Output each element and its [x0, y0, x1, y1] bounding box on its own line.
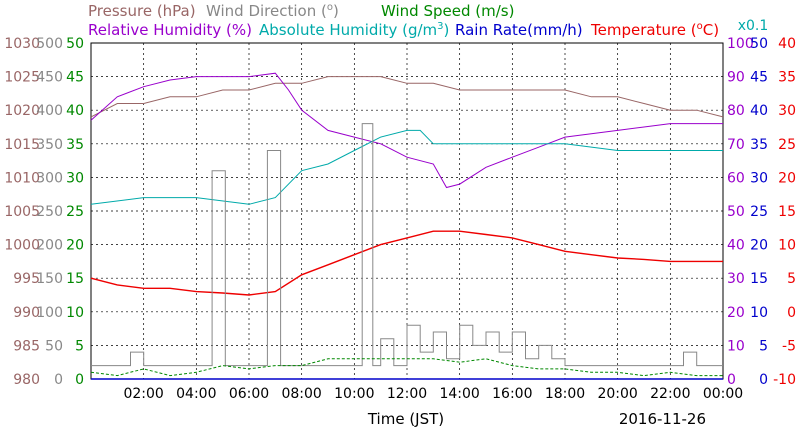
- chart-axes: 02:00 04:00 06:00 08:00 10:00 12:00 14:00 16:00…: [4, 18, 796, 402]
- y-tick-wind_speed: 20: [66, 238, 84, 254]
- y-tick-temperature: 15: [778, 204, 796, 220]
- y-tick-wind_direction: 200: [36, 238, 63, 254]
- y-tick-relative_humidity: 40: [727, 238, 745, 254]
- y-tick-rain_rate: 45: [750, 70, 768, 86]
- x-tick-label: 14:00: [439, 386, 479, 402]
- legend-entry: Absolute Humidity (g/m3): [259, 21, 449, 39]
- y-tick-relative_humidity: 100: [727, 36, 754, 52]
- y-tick-pressure: 995: [13, 271, 40, 287]
- y-tick-relative_humidity: 20: [727, 305, 745, 321]
- y-tick-pressure: 1030: [4, 36, 40, 52]
- x-tick-label: 22:00: [650, 386, 690, 402]
- y-tick-relative_humidity: 70: [727, 137, 745, 153]
- y-tick-wind_speed: 10: [66, 305, 84, 321]
- y-tick-relative_humidity: 10: [727, 338, 745, 354]
- y-tick-temperature: 40: [778, 36, 796, 52]
- y-tick-pressure: 990: [13, 305, 40, 321]
- series-line: [91, 123, 723, 367]
- x-tick-label: 18:00: [545, 386, 585, 402]
- legend-entry: Wind Speed (m/s): [381, 2, 514, 20]
- legend-entry: Temperature (oC): [590, 21, 719, 39]
- y-tick-wind_direction: 250: [36, 204, 63, 220]
- x-tick-label: 20:00: [597, 386, 637, 402]
- y-tick-wind_speed: 50: [66, 36, 84, 52]
- y-tick-rain_rate: 0: [759, 372, 768, 388]
- y-tick-rain_rate: 40: [750, 103, 768, 119]
- y-tick-temperature: 25: [778, 137, 796, 153]
- y-tick-relative_humidity: 90: [727, 70, 745, 86]
- rain-rate-scale-label: x0.1: [738, 18, 769, 34]
- y-tick-wind_direction: 500: [36, 36, 63, 52]
- chart-legend: Pressure (hPa) Wind Direction (o) Wind Spe…: [88, 2, 719, 39]
- y-tick-relative_humidity: 30: [727, 271, 745, 287]
- y-tick-wind_speed: 35: [66, 137, 84, 153]
- chart-series: [90, 72, 724, 380]
- legend-entry: Pressure (hPa): [88, 2, 196, 20]
- y-tick-relative_humidity: 50: [727, 204, 745, 220]
- y-tick-temperature: -10: [773, 372, 796, 388]
- x-tick-label: 16:00: [492, 386, 532, 402]
- y-tick-rain_rate: 10: [750, 305, 768, 321]
- x-tick-label: 12:00: [387, 386, 427, 402]
- date-label: 2016-11-26: [619, 410, 706, 428]
- y-tick-rain_rate: 35: [750, 137, 768, 153]
- y-tick-temperature: 30: [778, 103, 796, 119]
- y-tick-wind_direction: 450: [36, 70, 63, 86]
- y-tick-temperature: 35: [778, 70, 796, 86]
- y-tick-relative_humidity: 80: [727, 103, 745, 119]
- x-tick-label: 04:00: [176, 386, 216, 402]
- y-tick-wind_speed: 0: [75, 372, 84, 388]
- y-tick-temperature: 20: [778, 170, 796, 186]
- y-tick-wind_speed: 25: [66, 204, 84, 220]
- series-line: [90, 129, 723, 205]
- y-tick-rain_rate: 15: [750, 271, 768, 287]
- y-tick-wind_direction: 150: [36, 271, 63, 287]
- x-tick-label: 08:00: [281, 386, 321, 402]
- y-tick-temperature: 10: [778, 238, 796, 254]
- y-tick-wind_speed: 30: [66, 170, 84, 186]
- y-tick-wind_direction: 100: [36, 305, 63, 321]
- x-axis-label: Time (JST): [367, 410, 444, 428]
- y-tick-rain_rate: 50: [750, 36, 768, 52]
- y-tick-wind_direction: 300: [36, 170, 63, 186]
- series-line: [90, 230, 723, 296]
- legend-entry: Wind Direction (o): [206, 2, 339, 20]
- y-tick-relative_humidity: 0: [727, 372, 736, 388]
- series-line: [90, 358, 723, 377]
- y-tick-wind_direction: 350: [36, 137, 63, 153]
- x-tick-label: 02:00: [123, 386, 163, 402]
- legend-entry: Rain Rate(mm/h): [455, 21, 583, 39]
- y-tick-pressure: 1020: [4, 103, 40, 119]
- y-tick-temperature: 0: [787, 305, 796, 321]
- y-tick-pressure: 1010: [4, 170, 40, 186]
- y-tick-wind_speed: 5: [75, 338, 84, 354]
- y-tick-pressure: 1025: [4, 70, 40, 86]
- series-line: [90, 72, 723, 189]
- series-line: [90, 76, 724, 118]
- y-tick-pressure: 1015: [4, 137, 40, 153]
- y-tick-pressure: 1000: [4, 238, 40, 254]
- legend-entry: Relative Humidity (%): [88, 21, 252, 39]
- y-tick-wind_speed: 40: [66, 103, 84, 119]
- x-tick-label: 10:00: [334, 386, 374, 402]
- y-tick-rain_rate: 5: [759, 338, 768, 354]
- y-tick-temperature: 5: [787, 271, 796, 287]
- y-tick-wind_direction: 50: [45, 338, 63, 354]
- y-tick-pressure: 985: [13, 338, 40, 354]
- y-tick-wind_speed: 45: [66, 70, 84, 86]
- y-tick-rain_rate: 30: [750, 170, 768, 186]
- x-tick-label: 06:00: [229, 386, 269, 402]
- y-tick-rain_rate: 25: [750, 204, 768, 220]
- y-tick-wind_direction: 0: [54, 372, 63, 388]
- y-tick-wind_direction: 400: [36, 103, 63, 119]
- y-tick-pressure: 1005: [4, 204, 40, 220]
- chart-grid: [90, 42, 724, 380]
- y-tick-wind_speed: 15: [66, 271, 84, 287]
- y-tick-pressure: 980: [13, 372, 40, 388]
- y-tick-temperature: -5: [782, 338, 796, 354]
- y-tick-rain_rate: 20: [750, 238, 768, 254]
- y-tick-relative_humidity: 60: [727, 170, 745, 186]
- x-tick-label: 00:00: [703, 386, 743, 402]
